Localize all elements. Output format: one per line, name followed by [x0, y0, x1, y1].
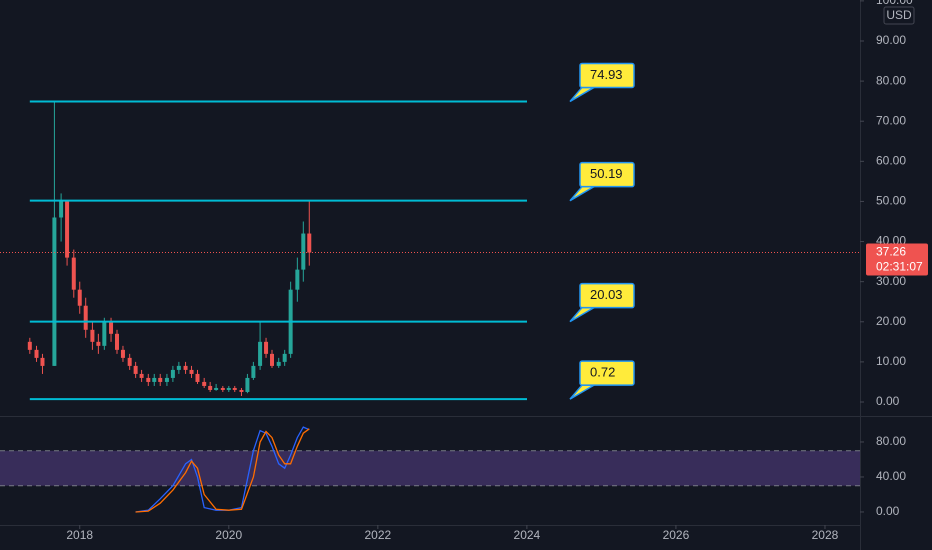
callout-pointer [569, 384, 597, 400]
candle-body [307, 233, 312, 253]
candle-body [115, 333, 120, 350]
oscillator-band-layer [0, 450, 860, 487]
candle-body [295, 269, 300, 290]
x-tick-label: 2020 [215, 528, 242, 542]
candle-body [27, 341, 32, 350]
oscillator-pane [135, 426, 310, 513]
oscillator-line [135, 428, 310, 513]
candle-body [52, 217, 57, 366]
y-tick-label: 50.00 [876, 194, 906, 208]
x-tick-label: 2024 [514, 528, 541, 542]
callout-box [579, 62, 635, 89]
callout-box [579, 282, 635, 309]
oscillator-band [0, 450, 860, 486]
candle-body [139, 373, 144, 378]
candle-body [96, 341, 101, 346]
y-tick-label: 20.00 [876, 314, 906, 328]
candle-body [40, 357, 45, 366]
callout-box [579, 360, 635, 386]
candle-body [239, 389, 244, 392]
candle-body [189, 369, 194, 374]
countdown-label: 02:31:07 [876, 260, 923, 274]
candle-body [133, 365, 138, 374]
candle-body [164, 377, 169, 382]
candle-body [226, 387, 231, 390]
y-tick-label: 60.00 [876, 154, 906, 168]
candle-body [270, 353, 275, 366]
candle-body [90, 329, 95, 342]
candle-body [59, 201, 64, 218]
callout-label: 0.72 [590, 365, 615, 380]
y-tick-label: 100.00 [876, 0, 913, 7]
y-tick-label: 90.00 [876, 33, 906, 47]
last-price-box [866, 243, 928, 276]
x-tick-label: 2026 [663, 528, 690, 542]
candle-body [282, 353, 287, 362]
candle-body [170, 369, 175, 378]
callout-label: 74.93 [590, 67, 623, 82]
callout-pointer [569, 185, 597, 202]
candle-body [220, 387, 225, 390]
main-pane: 74.93 50.19 20.03 0.72 [0, 62, 860, 401]
candle-body [65, 201, 70, 258]
callout-box [579, 161, 635, 188]
x-tick-label: 2028 [812, 528, 839, 542]
candle-body [301, 233, 306, 270]
candle-body [83, 305, 88, 330]
candle-body [146, 377, 151, 382]
y-tick-label: 0.00 [876, 504, 900, 518]
candle-body [214, 387, 219, 390]
candle-body [232, 387, 237, 390]
x-tick-label: 2022 [364, 528, 391, 542]
candle-body [258, 341, 263, 366]
candle-body [195, 373, 200, 382]
candle-body [71, 257, 76, 290]
candle-body [152, 377, 157, 382]
candle-body [176, 365, 181, 370]
y-tick-label: 30.00 [876, 274, 906, 288]
candle-body [120, 349, 125, 358]
y-tick-label: 80.00 [876, 434, 906, 448]
candle-body [245, 377, 250, 392]
y-tick-label: 40.00 [876, 469, 906, 483]
callout-label: 50.19 [590, 166, 623, 181]
last-price-label: 37.26 [876, 245, 906, 259]
candle-body [208, 385, 213, 390]
candle-body [202, 381, 207, 386]
candle-body [264, 341, 269, 354]
callout-label: 20.03 [590, 287, 623, 302]
candle-body [158, 377, 163, 382]
candle-body [276, 361, 281, 366]
x-tick-label: 2018 [66, 528, 93, 542]
currency-label: USD [886, 8, 912, 22]
y-tick-label: 70.00 [876, 113, 906, 127]
axes: 0.00 10.00 20.00 30.00 40.00 50.00 60.00 70.00 8… [66, 0, 928, 542]
candle-body [183, 365, 188, 370]
callout-pointer [569, 86, 597, 103]
callout-pointer [569, 306, 597, 323]
y-tick-label: 80.00 [876, 73, 906, 87]
candle-body [77, 289, 82, 306]
candle-body [102, 321, 107, 346]
currency-box [883, 6, 915, 25]
candle-body [109, 321, 114, 334]
candle-body [127, 357, 132, 366]
y-tick-label: 0.00 [876, 394, 900, 408]
y-tick-label: 10.00 [876, 354, 906, 368]
candle-body [34, 349, 39, 358]
candle-body [251, 365, 256, 378]
